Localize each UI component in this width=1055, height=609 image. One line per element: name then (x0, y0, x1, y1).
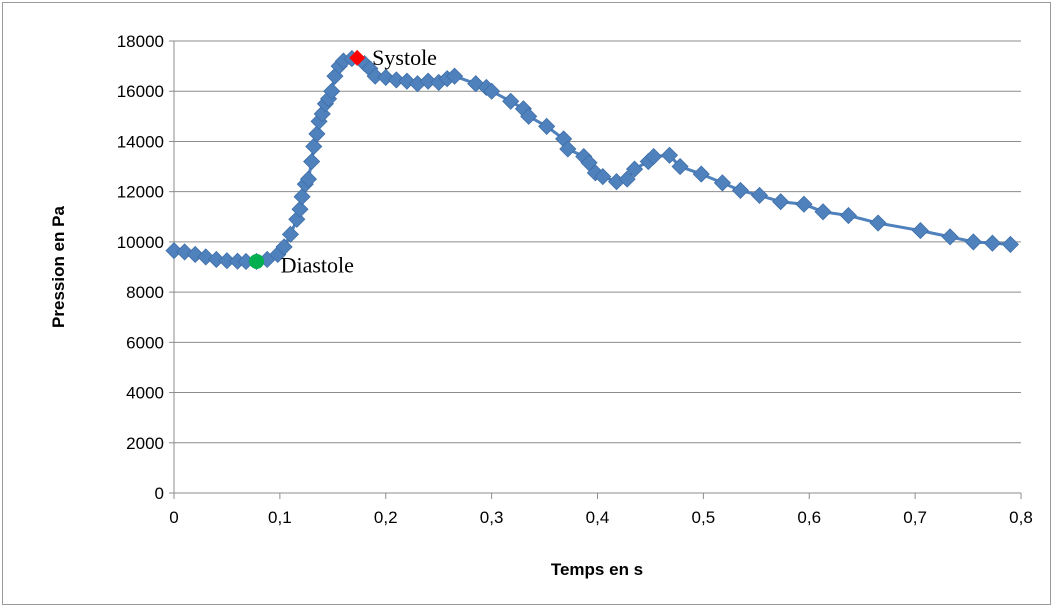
gridlines (174, 40, 1021, 444)
x-tick-label: 0,1 (268, 508, 292, 527)
y-tick-label: 0 (155, 484, 164, 503)
data-point (446, 67, 464, 85)
data-point (671, 157, 689, 176)
diastole-marker (249, 253, 265, 269)
data-point (750, 186, 769, 204)
y-tick-label: 14000 (117, 132, 164, 151)
data-point (559, 140, 577, 158)
data-point (291, 200, 309, 218)
data-point (303, 152, 321, 171)
x-tick-label: 0,3 (480, 508, 504, 527)
systole-marker (349, 49, 366, 66)
data-point (618, 170, 636, 188)
x-tick-label: 0 (169, 508, 178, 527)
x-tick-labels: 0 0,1 0,2 0,3 0,4 0,5 0,6 0,7 0,8 (169, 508, 1033, 527)
y-tick-label: 12000 (117, 183, 164, 202)
x-tick-label: 0,5 (692, 508, 716, 527)
y-tick-label: 2000 (126, 434, 164, 453)
data-point (165, 242, 183, 260)
y-tick-label: 8000 (126, 283, 164, 302)
data-point (538, 117, 556, 135)
y-tick-labels: 0 2000 4000 6000 8000 10000 12000 14000 16000 180… (117, 32, 164, 503)
y-tick-label: 10000 (117, 233, 164, 252)
y-tick-label: 16000 (117, 82, 164, 101)
data-point (660, 146, 679, 164)
data-point (772, 193, 790, 211)
data-point (502, 92, 520, 110)
diastole-label: Diastole (281, 252, 354, 277)
data-point (308, 125, 326, 143)
data-point (207, 250, 225, 269)
series-group (165, 50, 1019, 271)
axes (169, 40, 1022, 499)
data-point (983, 234, 1001, 252)
y-tick-label: 18000 (117, 32, 164, 51)
y-tick-label: 6000 (126, 333, 164, 352)
data-point (625, 160, 644, 178)
x-tick-label: 0,6 (797, 508, 821, 527)
data-point (293, 188, 311, 206)
x-axis-title: Temps en s (551, 560, 643, 579)
data-point (911, 222, 929, 240)
data-point (520, 107, 538, 125)
data-point (323, 82, 341, 100)
data-point (731, 181, 749, 199)
data-point (941, 228, 959, 246)
annotations-group: Systole Diastole (249, 45, 437, 277)
data-point (186, 245, 204, 264)
data-point (645, 147, 663, 166)
data-point (594, 168, 612, 186)
data-point (299, 170, 318, 188)
data-point (366, 67, 384, 85)
data-point (869, 214, 887, 232)
data-point (483, 82, 501, 100)
data-point (795, 195, 813, 213)
x-tick-label: 0,8 (1009, 508, 1033, 527)
x-tick-label: 0,2 (374, 508, 398, 527)
x-tick-label: 0,4 (586, 508, 610, 527)
data-point (275, 238, 293, 256)
data-point (814, 203, 832, 221)
data-point (692, 165, 710, 183)
data-point (839, 206, 857, 225)
data-point (713, 174, 731, 192)
systole-label: Systole (372, 45, 437, 70)
y-tick-label: 4000 (126, 384, 164, 403)
data-point (387, 71, 405, 89)
data-point (1001, 235, 1019, 253)
data-point (964, 233, 982, 251)
y-axis-title: Pression en Pa (49, 206, 68, 328)
data-point (305, 137, 323, 156)
data-point (281, 225, 300, 243)
x-tick-label: 0,7 (903, 508, 927, 527)
data-point (419, 72, 437, 90)
